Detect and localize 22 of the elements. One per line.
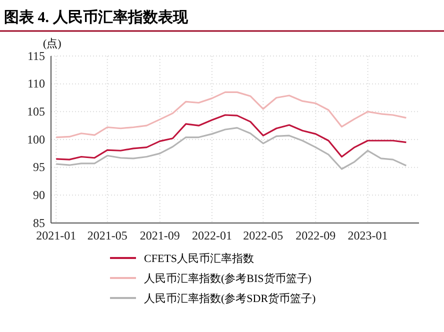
y-tick-label: 100 (27, 132, 45, 146)
y-tick-label: 110 (27, 76, 45, 91)
legend-label: 人民币汇率指数(参考SDR货币篮子) (144, 292, 316, 305)
line-series (55, 127, 407, 170)
y-tick-label: 85 (33, 216, 45, 230)
y-axis-title: (点) (43, 37, 62, 50)
x-tick-label: 2022-01 (192, 228, 232, 243)
y-tick-label: 90 (33, 188, 45, 202)
line-series (55, 114, 407, 160)
x-tick-label: 2021-09 (140, 228, 180, 243)
x-tick-label: 2023-01 (348, 228, 388, 243)
legend-label: 人民币汇率指数(参考BIS货币篮子) (144, 272, 312, 285)
x-tick-label: 2022-09 (296, 228, 336, 243)
x-tick-label: 2022-05 (243, 228, 284, 243)
y-tick-label: 105 (27, 104, 45, 119)
y-tick-label: 95 (33, 160, 45, 174)
x-tick-label: 2021-01 (36, 228, 76, 243)
x-tick-label: 2021-05 (87, 228, 128, 243)
chart-title: 图表 4. 人民币汇率指数表现 (4, 8, 189, 26)
line-series (55, 91, 407, 138)
y-tick-label: 115 (27, 48, 45, 63)
legend-label: CFETS人民币汇率指数 (144, 252, 254, 265)
